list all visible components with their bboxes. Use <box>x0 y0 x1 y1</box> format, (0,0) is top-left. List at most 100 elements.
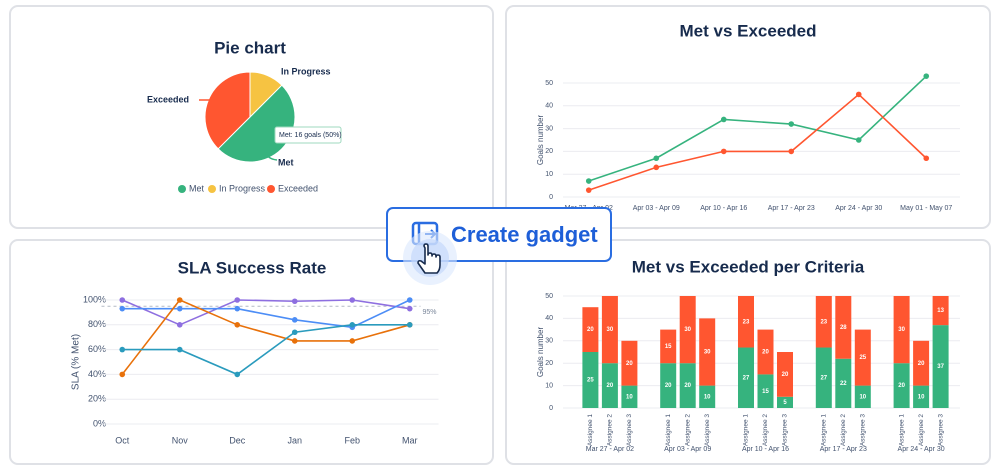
x-tick-label: Oct <box>115 435 130 445</box>
bar-segment <box>854 385 871 408</box>
point <box>349 322 356 328</box>
bar-label: 28 <box>840 325 847 331</box>
bar-segment <box>913 385 930 408</box>
y-tick-label: 80% <box>88 319 106 329</box>
tooltip-box <box>274 126 342 144</box>
slice-label: Exceeded <box>147 94 189 104</box>
bar-label: 20 <box>782 372 789 378</box>
x-tick-label: Assignee 1 <box>665 414 672 447</box>
bar-segment <box>757 329 774 375</box>
bar-label: 15 <box>762 389 769 395</box>
bar-segment <box>893 363 910 408</box>
point <box>720 148 727 155</box>
series-line <box>122 299 411 329</box>
point <box>653 164 660 171</box>
bar-segment <box>699 385 716 408</box>
panel <box>9 239 494 465</box>
bar-label: 10 <box>704 394 711 400</box>
point <box>653 155 660 162</box>
y-tick-label: 40 <box>545 103 553 110</box>
bar-segment <box>815 347 832 408</box>
bar-label: 37 <box>937 364 944 370</box>
y-tick-label: 20 <box>545 148 553 155</box>
y-tick-label: 10 <box>545 382 553 389</box>
bar-label: 30 <box>898 327 905 333</box>
series-line <box>588 75 927 182</box>
legend-swatch <box>267 185 275 193</box>
bar-label: 20 <box>684 383 691 389</box>
button-label[interactable]: Create gadget <box>451 222 598 247</box>
bar-label: 10 <box>859 394 866 400</box>
bar-label: 15 <box>665 344 672 350</box>
point <box>585 178 592 184</box>
bar-label: 10 <box>626 394 633 400</box>
bar-segment <box>738 296 754 348</box>
bar-segment <box>835 358 852 408</box>
x-tick-label: Apr 03 - Apr 09 <box>633 205 680 212</box>
group-label: Apr 17 - Apr 23 <box>820 446 867 453</box>
point <box>923 155 930 162</box>
y-axis-label: SLA (% Met) <box>71 334 82 390</box>
legend-swatch <box>208 185 216 193</box>
chart-title: Pie chart <box>214 38 286 57</box>
point <box>720 116 727 123</box>
bar-label: 20 <box>626 361 633 367</box>
panel <box>505 5 991 229</box>
series-line <box>122 324 410 376</box>
bar-label: 20 <box>587 327 594 333</box>
group-label: Mar 27 - Apr 02 <box>586 446 634 453</box>
legend-label: In Progress <box>219 183 266 193</box>
y-axis-label: Goals number <box>536 327 545 378</box>
y-tick-label: 10 <box>545 171 553 178</box>
point <box>176 297 183 303</box>
bar-label: 27 <box>820 375 827 381</box>
bar-label: 22 <box>840 381 847 387</box>
x-tick-label: Apr 10 - Apr 16 <box>700 205 747 212</box>
x-tick-label: Assignee 3 <box>937 414 944 447</box>
bar-segment <box>582 352 599 408</box>
group-label: Apr 24 - Apr 30 <box>898 446 945 453</box>
y-tick-label: 0 <box>549 405 553 412</box>
bar-label: 20 <box>898 383 905 389</box>
point <box>234 322 241 328</box>
y-tick-label: 40 <box>545 315 553 322</box>
y-tick-label: 40% <box>88 369 106 379</box>
bar-segment <box>777 352 793 397</box>
point <box>923 73 930 79</box>
bar-label: 20 <box>918 361 925 367</box>
bar-label: 20 <box>665 383 672 389</box>
tooltip: Met: 16 goals (50%) <box>279 132 342 139</box>
legend-swatch <box>178 185 186 193</box>
point <box>291 298 298 305</box>
x-tick-label: Nov <box>172 435 189 445</box>
point <box>406 322 413 328</box>
slice-label: In Progress <box>281 66 331 76</box>
point <box>349 297 356 303</box>
bar-segment <box>893 296 910 364</box>
bar-segment <box>601 296 618 364</box>
x-tick-label: Assignee 3 <box>704 414 711 447</box>
series-line <box>588 93 927 191</box>
bar-segment <box>815 296 832 348</box>
point <box>406 305 413 312</box>
point <box>119 346 126 353</box>
bar-segment <box>777 396 793 408</box>
point <box>119 305 126 312</box>
point <box>234 305 241 312</box>
bar-label: 5 <box>783 400 787 406</box>
bar-label: 23 <box>820 319 827 325</box>
point <box>234 371 241 378</box>
point <box>788 121 795 127</box>
threshold-label: 95% <box>423 309 437 316</box>
bar-segment <box>854 329 871 386</box>
x-tick-label: Assignee 1 <box>743 414 750 447</box>
bar-segment <box>679 296 696 364</box>
bar-label: 20 <box>762 350 769 356</box>
x-tick-label: Assignee 2 <box>762 414 769 447</box>
bar-segment <box>601 363 618 408</box>
point <box>855 91 862 98</box>
y-tick-label: 100% <box>83 294 106 304</box>
bar-segment <box>582 307 599 352</box>
group-label: Apr 10 - Apr 16 <box>742 446 789 453</box>
